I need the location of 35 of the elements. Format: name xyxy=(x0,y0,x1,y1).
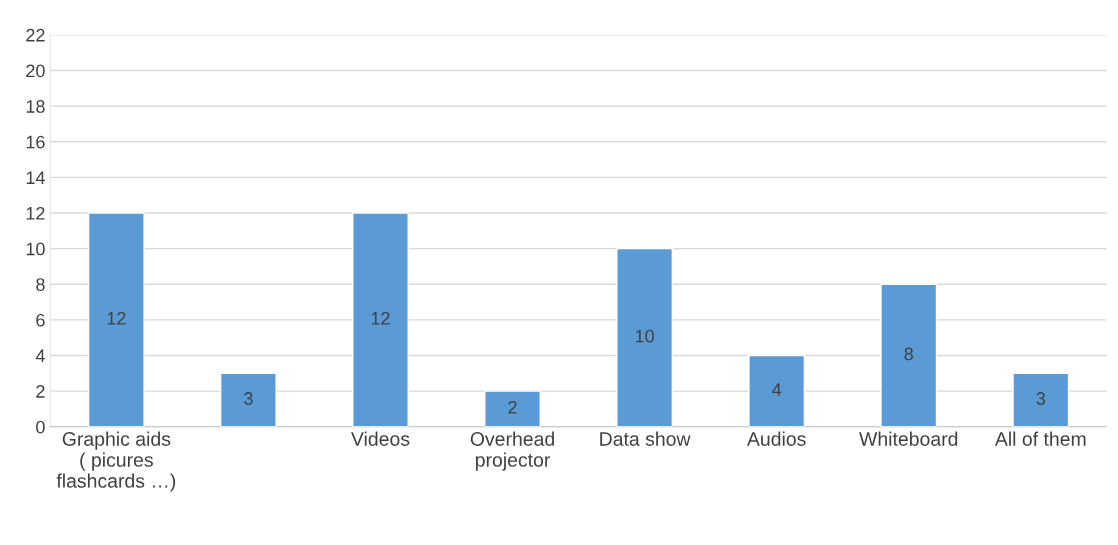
y-tick-label: 14 xyxy=(26,171,45,184)
bar xyxy=(484,390,541,427)
y-tick-label: 16 xyxy=(26,135,45,149)
bar xyxy=(87,212,145,427)
x-tick-label: Overhead projector xyxy=(470,431,554,471)
x-tick-label: Graphic aids ( picures flashcards …) xyxy=(56,431,176,492)
bar xyxy=(352,212,409,427)
bar xyxy=(616,247,674,427)
bar xyxy=(219,372,277,427)
y-tick-label: 12 xyxy=(26,206,45,220)
x-tick-label: All of them xyxy=(994,431,1086,446)
data-label: 8 xyxy=(904,347,913,361)
x-tick-label: Audios xyxy=(746,431,806,446)
data-label: 3 xyxy=(1036,392,1046,405)
y-tick-label: 4 xyxy=(35,349,45,363)
data-label: 12 xyxy=(107,311,126,325)
y-tick-label: 20 xyxy=(26,64,45,78)
bar xyxy=(748,354,806,427)
y-tick-label: 8 xyxy=(36,278,45,291)
y-tick-label: 22 xyxy=(26,28,45,42)
y-tick-label: 6 xyxy=(36,313,45,327)
data-label: 2 xyxy=(508,400,517,414)
data-label: 10 xyxy=(635,329,654,343)
data-label: 3 xyxy=(244,392,253,405)
x-tick-label: Whiteboard xyxy=(859,431,958,446)
y-tick-label: 2 xyxy=(36,385,45,398)
data-label: 4 xyxy=(772,383,782,396)
y-tick-label: 18 xyxy=(26,100,45,113)
bar xyxy=(880,283,938,427)
x-tick-label: Data show xyxy=(600,431,691,446)
x-tick-label: Videos xyxy=(351,431,410,446)
y-tick-label: 10 xyxy=(26,242,45,256)
data-label: 12 xyxy=(371,311,390,325)
bar xyxy=(1012,372,1070,427)
y-tick-label: 0 xyxy=(36,420,45,434)
